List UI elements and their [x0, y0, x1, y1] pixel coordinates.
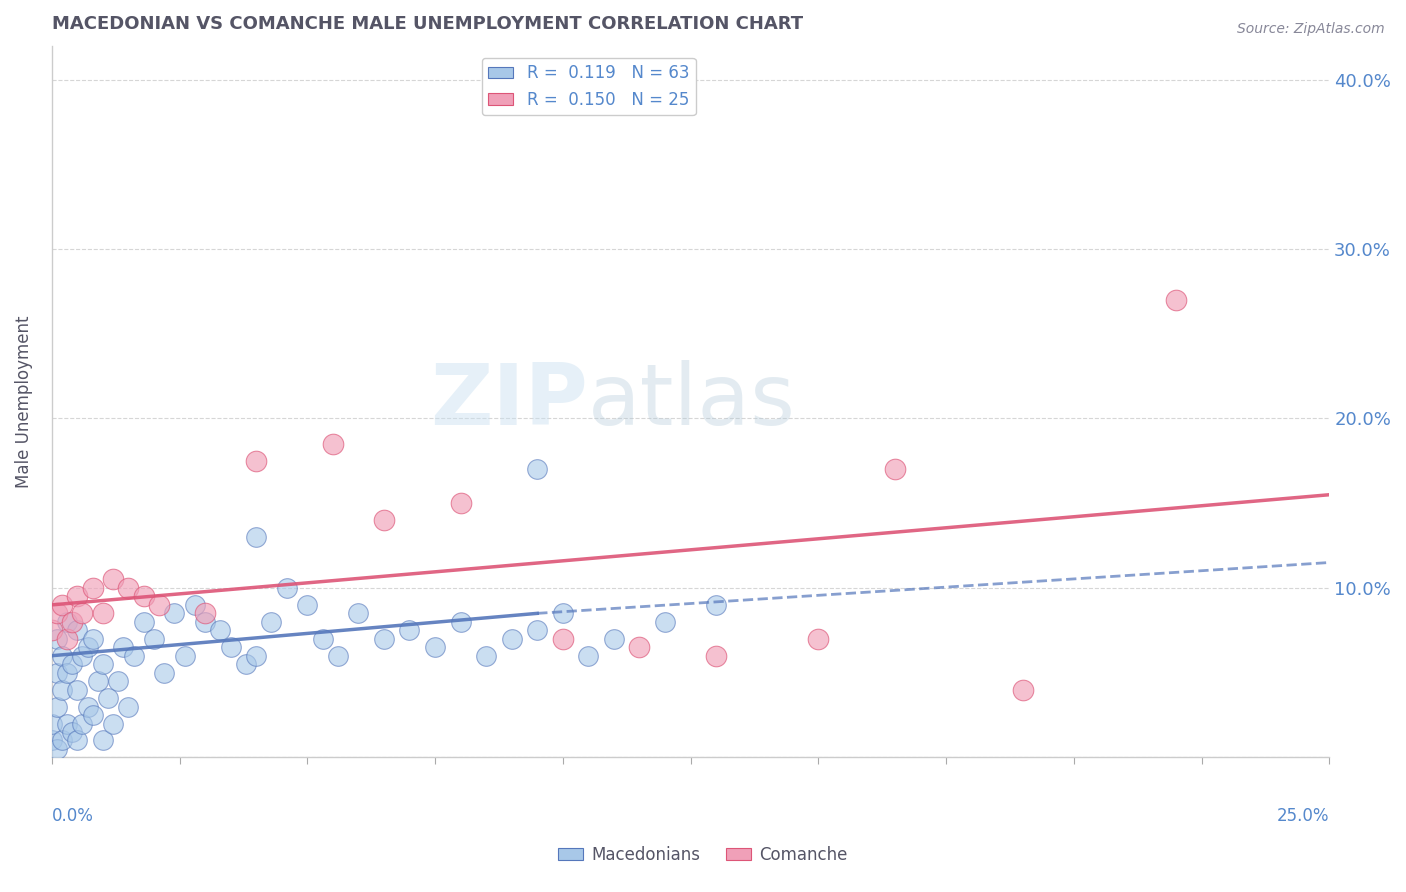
Point — [245, 454, 267, 468]
Point — [153, 665, 176, 680]
Point — [603, 632, 626, 646]
Point — [373, 632, 395, 646]
Point — [235, 657, 257, 672]
Text: 0.0%: 0.0% — [52, 807, 94, 825]
Text: ZIP: ZIP — [430, 360, 588, 443]
Point — [450, 615, 472, 629]
Point — [91, 733, 114, 747]
Point — [117, 581, 139, 595]
Point — [66, 590, 89, 604]
Point — [245, 530, 267, 544]
Point — [1164, 293, 1187, 307]
Point — [87, 674, 110, 689]
Point — [56, 632, 79, 646]
Point — [97, 691, 120, 706]
Point — [122, 648, 145, 663]
Point — [347, 607, 370, 621]
Point — [1011, 682, 1033, 697]
Point — [704, 598, 727, 612]
Point — [628, 640, 651, 655]
Point — [72, 607, 94, 621]
Point — [526, 624, 548, 638]
Point — [450, 496, 472, 510]
Point — [60, 657, 83, 672]
Point — [66, 733, 89, 747]
Point — [72, 648, 94, 663]
Point — [475, 648, 498, 663]
Point — [51, 682, 73, 697]
Text: atlas: atlas — [588, 360, 796, 443]
Point — [245, 648, 267, 663]
Point — [373, 513, 395, 527]
Point — [101, 573, 124, 587]
Legend: R =  0.119   N = 63, R =  0.150   N = 25: R = 0.119 N = 63, R = 0.150 N = 25 — [482, 58, 696, 115]
Point — [132, 615, 155, 629]
Point — [76, 699, 98, 714]
Point — [60, 725, 83, 739]
Point — [704, 648, 727, 663]
Point — [72, 716, 94, 731]
Point — [132, 590, 155, 604]
Legend: Macedonians, Comanche: Macedonians, Comanche — [551, 839, 855, 871]
Text: 25.0%: 25.0% — [1277, 807, 1329, 825]
Point — [551, 607, 574, 621]
Point — [142, 632, 165, 646]
Point — [82, 581, 104, 595]
Point — [117, 699, 139, 714]
Point — [194, 615, 217, 629]
Point — [56, 665, 79, 680]
Point — [60, 615, 83, 629]
Point — [883, 462, 905, 476]
Point — [41, 624, 63, 638]
Point — [173, 648, 195, 663]
Point — [551, 632, 574, 646]
Point — [112, 640, 135, 655]
Point — [148, 598, 170, 612]
Point — [311, 632, 333, 646]
Point — [56, 716, 79, 731]
Point — [276, 581, 298, 595]
Point — [526, 462, 548, 476]
Point — [51, 648, 73, 663]
Point — [260, 615, 283, 629]
Point — [322, 437, 344, 451]
Point — [807, 632, 830, 646]
Point — [219, 640, 242, 655]
Point — [209, 624, 232, 638]
Point — [56, 615, 79, 629]
Point — [654, 615, 676, 629]
Point — [45, 632, 67, 646]
Point — [41, 716, 63, 731]
Point — [45, 665, 67, 680]
Point — [45, 699, 67, 714]
Point — [76, 640, 98, 655]
Point — [163, 607, 186, 621]
Point — [45, 607, 67, 621]
Point — [41, 733, 63, 747]
Text: Source: ZipAtlas.com: Source: ZipAtlas.com — [1237, 22, 1385, 37]
Point — [184, 598, 207, 612]
Point — [501, 632, 523, 646]
Point — [297, 598, 319, 612]
Point — [82, 708, 104, 723]
Point — [91, 657, 114, 672]
Point — [194, 607, 217, 621]
Point — [45, 742, 67, 756]
Point — [107, 674, 129, 689]
Point — [326, 648, 349, 663]
Point — [66, 682, 89, 697]
Point — [66, 624, 89, 638]
Y-axis label: Male Unemployment: Male Unemployment — [15, 315, 32, 488]
Point — [576, 648, 599, 663]
Point — [91, 607, 114, 621]
Point — [51, 733, 73, 747]
Point — [82, 632, 104, 646]
Point — [101, 716, 124, 731]
Point — [398, 624, 420, 638]
Text: MACEDONIAN VS COMANCHE MALE UNEMPLOYMENT CORRELATION CHART: MACEDONIAN VS COMANCHE MALE UNEMPLOYMENT… — [52, 15, 803, 33]
Point — [423, 640, 446, 655]
Point — [51, 598, 73, 612]
